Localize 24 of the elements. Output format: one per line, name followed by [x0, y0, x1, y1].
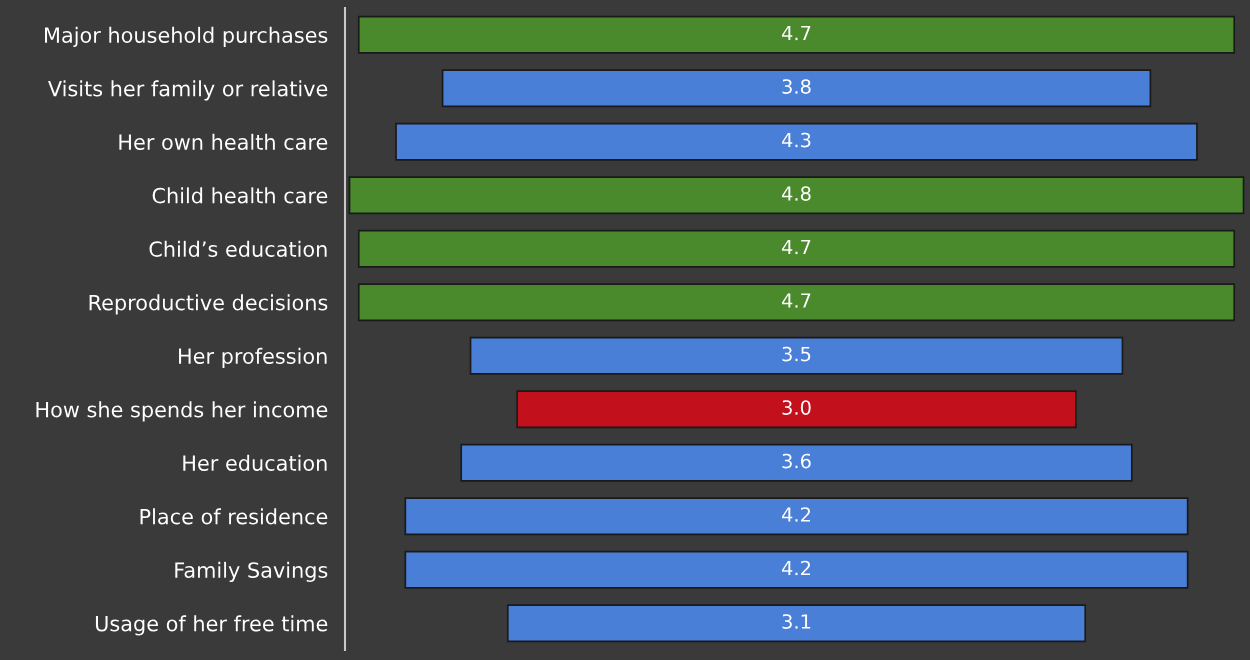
category-label: Her own health care [119, 133, 328, 150]
category-label: Place of residence [140, 508, 328, 525]
data-label: 3.6 [782, 453, 811, 469]
category-label: Child’s education [149, 240, 327, 257]
category-label: Usage of her free time [95, 615, 328, 636]
category-label: Family Savings [175, 561, 328, 582]
data-label: 3.0 [782, 400, 811, 415]
data-label: 3.1 [782, 614, 811, 629]
category-label: Her profession [179, 347, 327, 368]
data-label: 4.2 [781, 507, 811, 522]
data-label: 4.8 [781, 186, 811, 201]
category-label: Major household purchases [45, 26, 328, 47]
category-label: Child health care [152, 187, 328, 204]
data-label: 4.2 [781, 560, 811, 576]
category-label: Her education [183, 454, 327, 471]
data-label: 3.5 [782, 346, 811, 362]
category-label: Reproductive decisions [89, 294, 328, 315]
data-label: 4.7 [781, 293, 811, 308]
data-label: 4.7 [781, 239, 811, 255]
data-label: 4.7 [781, 25, 811, 41]
data-label: 4.3 [781, 132, 811, 148]
category-label: How she spends her income [36, 401, 328, 422]
data-label: 3.8 [782, 79, 811, 94]
category-label: Visits her family or relative [48, 80, 328, 101]
